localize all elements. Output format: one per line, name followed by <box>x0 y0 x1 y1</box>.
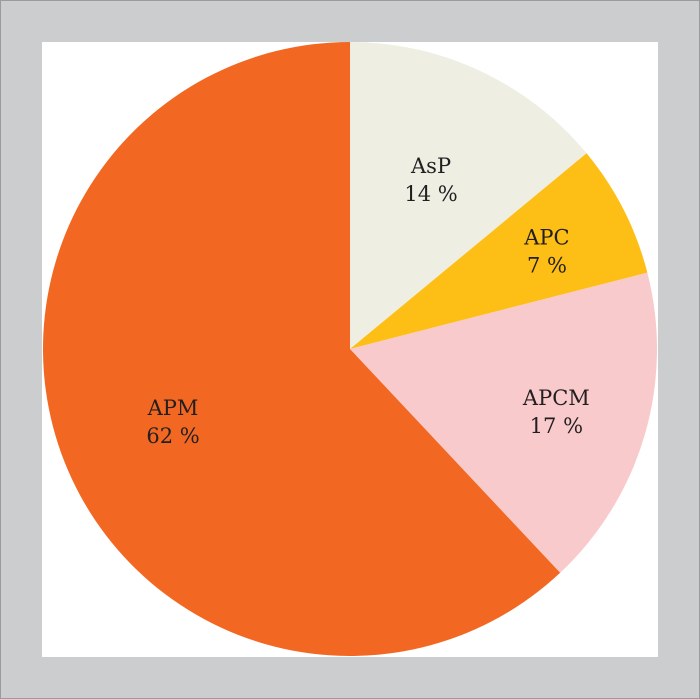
pie-slices <box>42 42 657 656</box>
slice-asp <box>350 42 587 349</box>
slice-apc <box>350 153 648 349</box>
slice-value-apm: 62 % <box>146 424 199 448</box>
slice-label-asp: AsP <box>410 154 451 178</box>
slice-value-apc: 7 % <box>527 254 567 278</box>
slice-label-apc: APC <box>523 226 569 250</box>
pie-labels: AsP 14 % APC 7 % APCM 17 % APM 62 % <box>146 154 589 448</box>
slice-apcm <box>350 272 657 573</box>
slice-apm <box>42 42 561 656</box>
slice-value-apcm: 17 % <box>530 414 583 438</box>
slice-value-asp: 14 % <box>404 182 457 206</box>
slice-label-apcm: APCM <box>522 386 590 410</box>
slice-label-apm: APM <box>147 396 199 420</box>
